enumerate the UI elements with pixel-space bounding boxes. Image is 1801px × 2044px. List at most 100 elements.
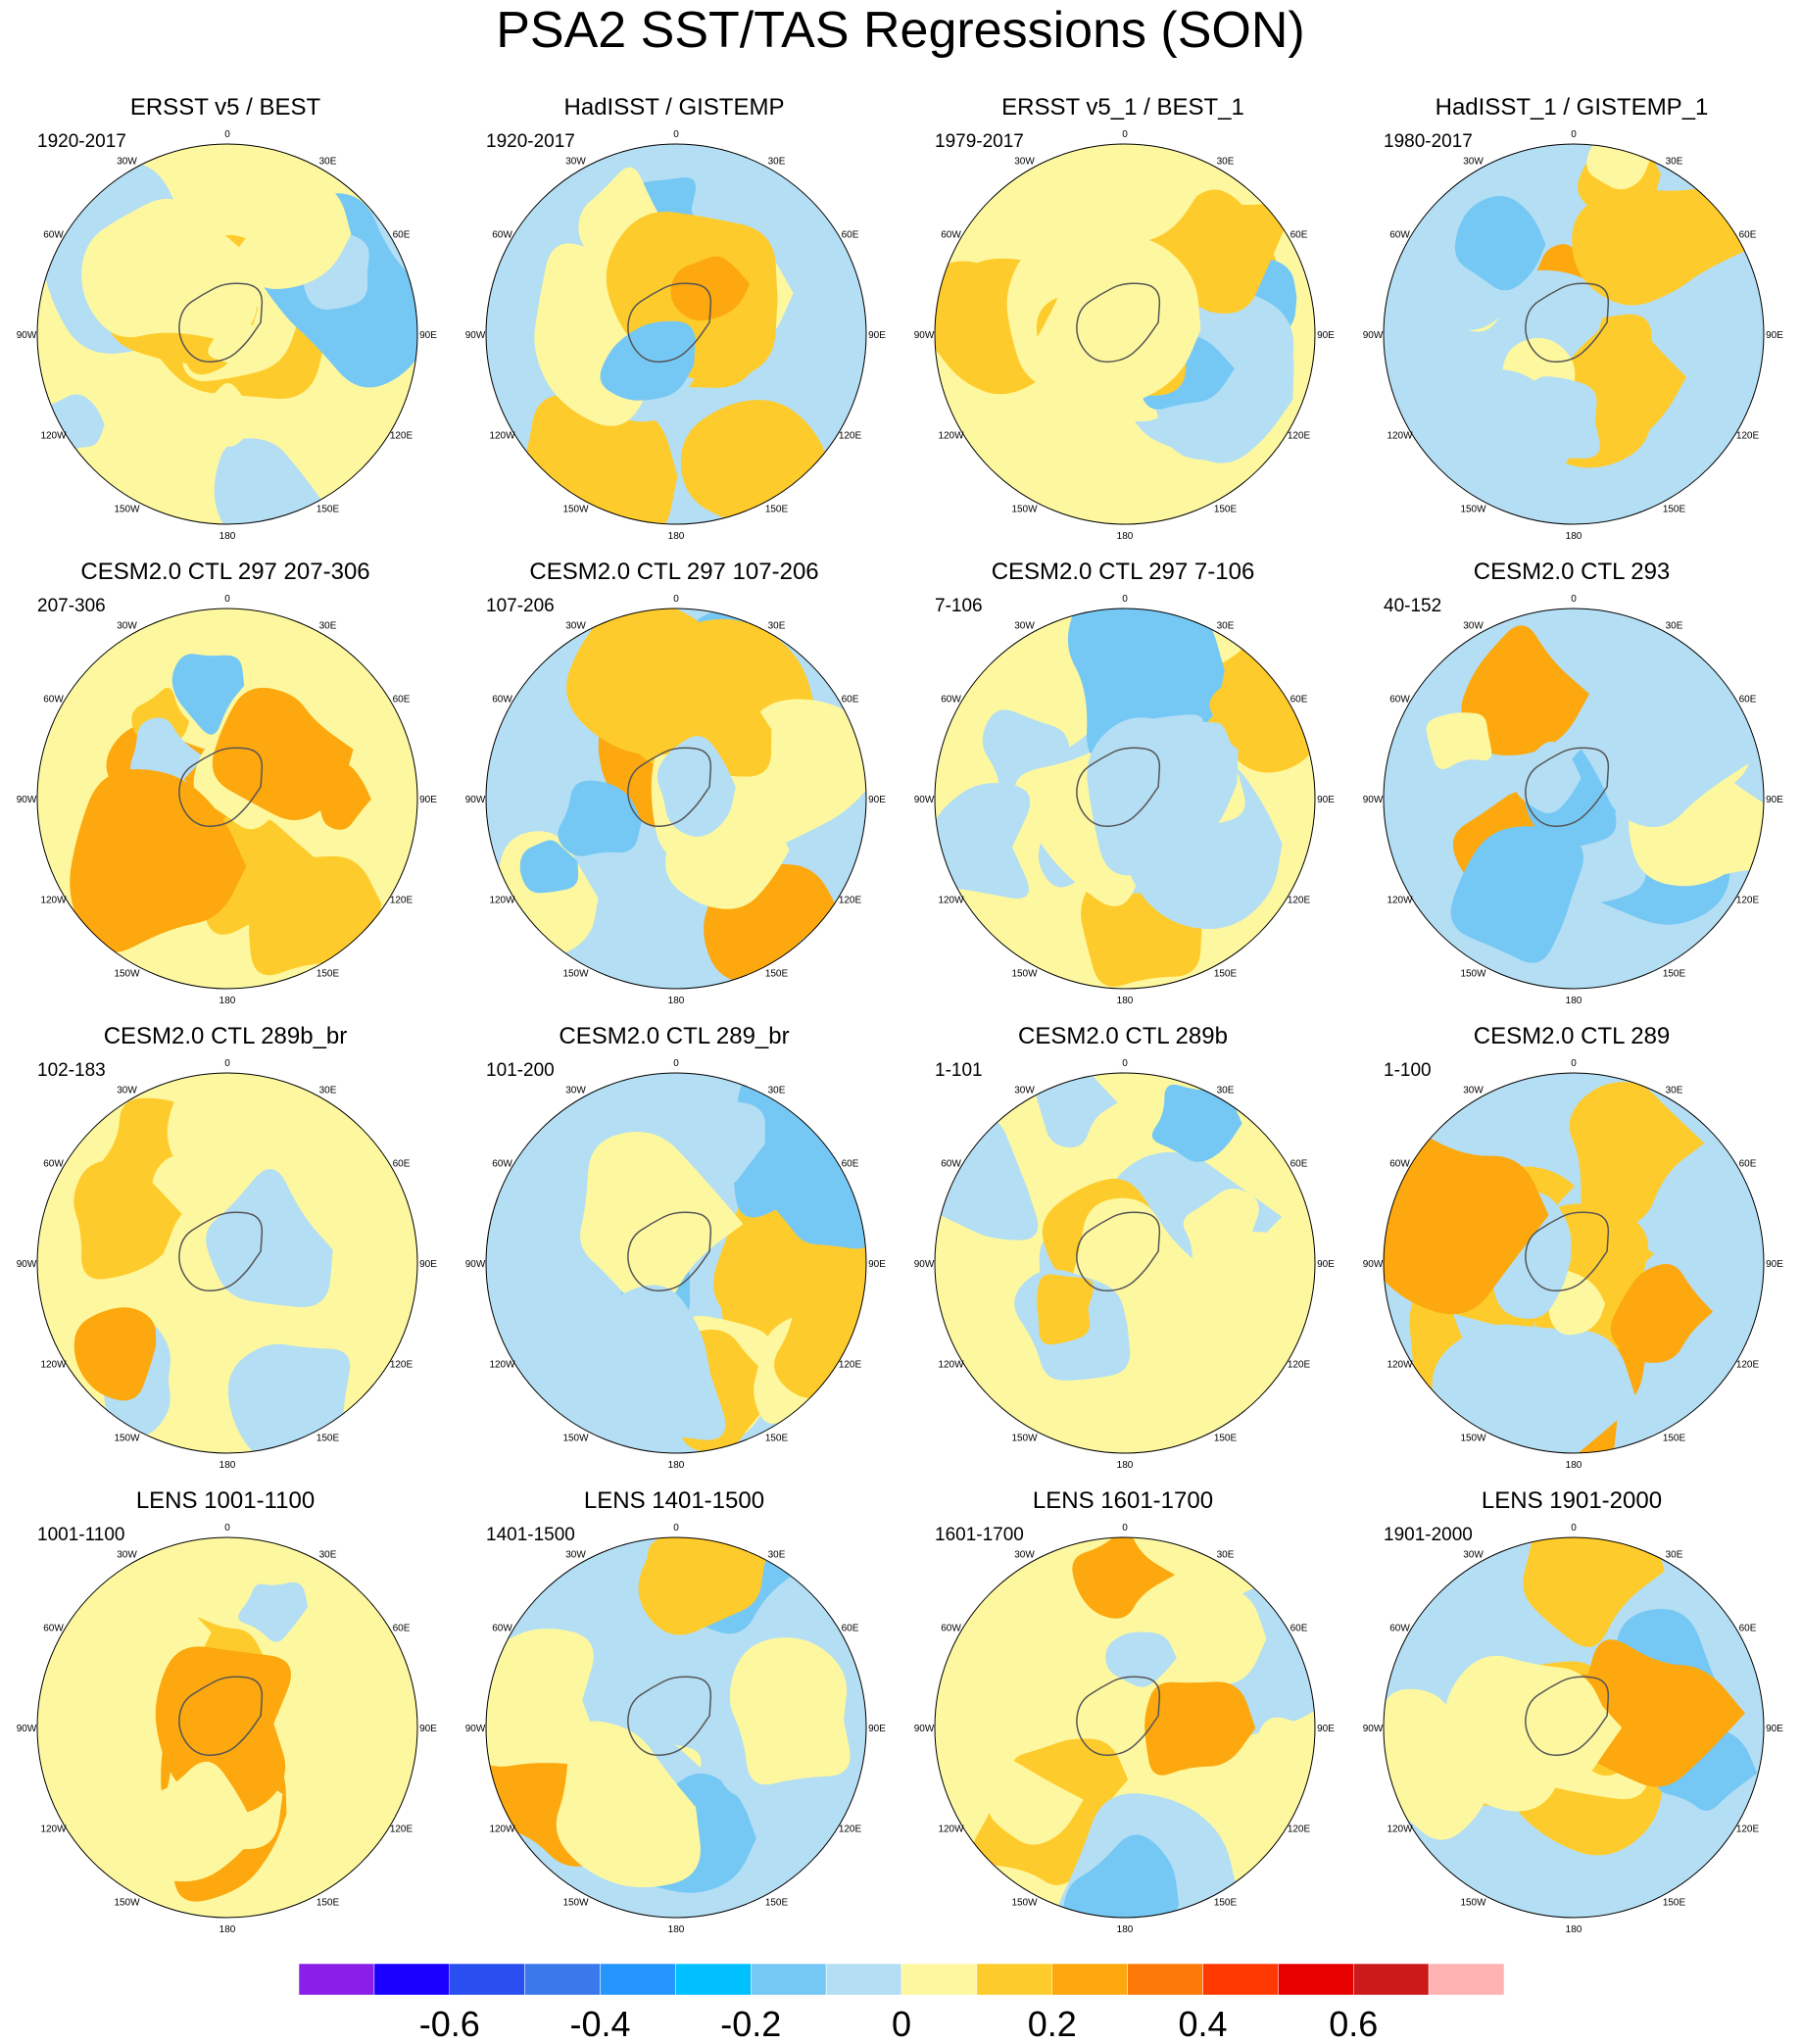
longitude-label: 120W bbox=[938, 1360, 964, 1371]
panel-years: 1001-1100 bbox=[37, 1525, 125, 1545]
longitude-label: 90W bbox=[1363, 330, 1384, 341]
anomaly-contour bbox=[1454, 196, 1546, 291]
anomaly-contour bbox=[1572, 187, 1764, 306]
panel-years: 1601-1700 bbox=[935, 1525, 1024, 1545]
longitude-label: 60W bbox=[43, 1159, 64, 1170]
longitude-label: 30W bbox=[565, 157, 586, 168]
panel-title: CESM2.0 CTL 293 bbox=[1473, 559, 1671, 585]
longitude-label: 0 bbox=[1571, 129, 1577, 140]
panel-title: LENS 1901-2000 bbox=[1481, 1487, 1663, 1514]
anomaly-contour bbox=[989, 1756, 1084, 1845]
longitude-label: 90E bbox=[868, 795, 886, 805]
anomaly-contour bbox=[556, 1721, 701, 1888]
panel-grid: ERSST v5 / BEST 1920-2017 0 30E 60E 90E 120E 15… bbox=[0, 94, 1797, 1935]
anomaly-contour bbox=[194, 382, 252, 447]
panel-title: CESM2.0 CTL 289b_br bbox=[103, 1023, 348, 1049]
longitude-label: 0 bbox=[1122, 1523, 1128, 1533]
anomaly-contour bbox=[1426, 712, 1492, 769]
map-panel: CESM2.0 CTL 289_br 101-200 0 30E 60E 90E 120E 1… bbox=[449, 1023, 900, 1484]
longitude-label: 150W bbox=[114, 505, 140, 515]
map-border bbox=[485, 1072, 867, 1454]
longitude-label: 150E bbox=[1214, 505, 1238, 515]
colorbar-swatch bbox=[675, 1964, 752, 1996]
longitude-label: 120E bbox=[839, 1360, 862, 1371]
longitude-label: 120E bbox=[1288, 1360, 1311, 1371]
colorbar-swatch bbox=[299, 1964, 375, 1996]
longitude-label: 90W bbox=[914, 795, 935, 805]
map-panel: CESM2.0 CTL 289b_br 102-183 0 30E 60E 90E 120E… bbox=[0, 1023, 451, 1484]
longitude-label: 60W bbox=[1389, 230, 1410, 241]
anomaly-contour bbox=[1525, 376, 1600, 459]
longitude-label: 180 bbox=[1566, 1460, 1582, 1471]
antarctica-coastline bbox=[1525, 1211, 1610, 1291]
anomaly-contour bbox=[214, 438, 321, 524]
longitude-label: 60W bbox=[941, 230, 961, 241]
longitude-label: 180 bbox=[1117, 1460, 1134, 1471]
longitude-label: 0 bbox=[224, 129, 230, 140]
longitude-label: 0 bbox=[673, 594, 679, 605]
longitude-label: 150W bbox=[562, 969, 589, 980]
longitude-label: 30E bbox=[1217, 1086, 1235, 1096]
polar-map: 0 30E 60E 90E 120E 150E 180 150W 120W 90W 60W 30W bbox=[914, 129, 1336, 542]
longitude-label: 150W bbox=[1011, 1434, 1038, 1444]
longitude-label: 180 bbox=[668, 531, 685, 542]
longitude-label: 0 bbox=[1122, 594, 1128, 605]
longitude-label: 150E bbox=[1663, 1898, 1686, 1909]
longitude-label: 90E bbox=[1317, 1724, 1335, 1734]
longitude-label: 30W bbox=[1014, 621, 1035, 632]
longitude-label: 120E bbox=[1736, 1825, 1760, 1835]
map-border bbox=[1383, 608, 1765, 990]
longitude-label: 120W bbox=[938, 896, 964, 906]
longitude-label: 30W bbox=[117, 1550, 137, 1561]
longitude-label: 30W bbox=[1463, 157, 1484, 168]
longitude-label: 120W bbox=[1387, 896, 1413, 906]
map-panel: CESM2.0 CTL 297 7-106 7-106 0 30E 60E 90E 120E… bbox=[898, 559, 1348, 1019]
longitude-label: 150W bbox=[114, 1434, 140, 1444]
anomaly-contour bbox=[1443, 1655, 1610, 1812]
colorbar-swatch bbox=[1127, 1964, 1203, 1996]
anomaly-contour bbox=[1595, 1225, 1655, 1289]
panel-years: 1920-2017 bbox=[486, 131, 575, 152]
anomaly-contour bbox=[73, 1307, 157, 1401]
panel-years: 102-183 bbox=[37, 1060, 106, 1081]
anomaly-contour bbox=[1610, 1264, 1714, 1363]
map-panel: CESM2.0 CTL 289 1-100 0 30E 60E 90E 120E 150E 18… bbox=[1346, 1023, 1797, 1484]
longitude-label: 150E bbox=[316, 969, 340, 980]
colorbar-tick-label: -0.6 bbox=[418, 2004, 480, 2044]
polar-map: 0 30E 60E 90E 120E 150E 180 150W 120W 90W 60W 30W bbox=[914, 1058, 1336, 1471]
longitude-label: 120E bbox=[390, 1360, 414, 1371]
map-panel: HadISST / GISTEMP 1920-2017 0 30E 60E 90E 120E… bbox=[449, 94, 900, 555]
longitude-label: 60E bbox=[393, 230, 411, 241]
anomaly-contour bbox=[1570, 1639, 1745, 1787]
colorbar-tick-label: 0.6 bbox=[1329, 2004, 1379, 2044]
map-border bbox=[934, 143, 1316, 525]
longitude-label: 120E bbox=[839, 431, 862, 442]
map-panel: ERSST v5 / BEST 1920-2017 0 30E 60E 90E 120E 15… bbox=[0, 94, 451, 555]
panel-years: 40-152 bbox=[1384, 596, 1442, 616]
longitude-label: 90W bbox=[17, 330, 37, 341]
anomaly-contour bbox=[1110, 714, 1204, 811]
anomaly-contour bbox=[171, 654, 245, 735]
longitude-label: 30E bbox=[319, 1086, 337, 1096]
map-panel: CESM2.0 CTL 289b 1-101 0 30E 60E 90E 120E 150E 1… bbox=[898, 1023, 1348, 1484]
longitude-label: 180 bbox=[668, 1924, 685, 1935]
map-border bbox=[36, 608, 418, 990]
longitude-label: 60W bbox=[492, 1624, 512, 1634]
anomaly-contour bbox=[1432, 1324, 1638, 1453]
longitude-label: 90E bbox=[1766, 1724, 1783, 1734]
longitude-label: 30E bbox=[768, 157, 786, 168]
colorbar-swatch bbox=[449, 1964, 525, 1996]
anomaly-contour bbox=[519, 840, 579, 894]
anomaly-contour bbox=[249, 855, 382, 976]
antarctica-coastline bbox=[178, 1676, 264, 1756]
longitude-label: 150W bbox=[1460, 1434, 1486, 1444]
longitude-label: 60W bbox=[43, 1624, 64, 1634]
longitude-label: 30E bbox=[319, 621, 337, 632]
longitude-label: 120W bbox=[40, 1360, 67, 1371]
longitude-label: 120E bbox=[839, 896, 862, 906]
panel-title: LENS 1001-1100 bbox=[135, 1487, 316, 1514]
map-border bbox=[36, 1072, 418, 1454]
longitude-label: 150W bbox=[562, 1434, 589, 1444]
longitude-label: 90E bbox=[868, 330, 886, 341]
longitude-label: 120E bbox=[1736, 431, 1760, 442]
